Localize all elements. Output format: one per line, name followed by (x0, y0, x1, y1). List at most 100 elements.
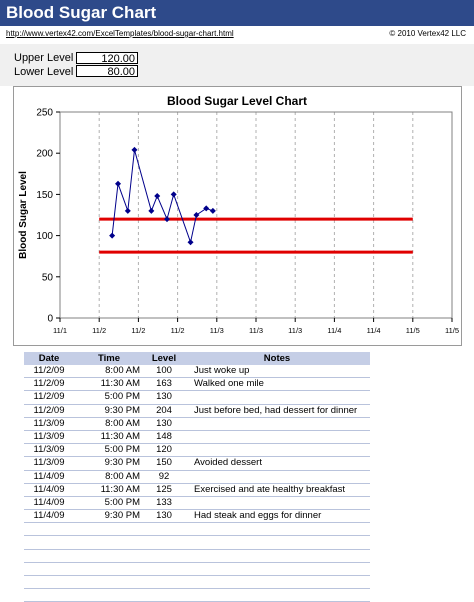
cell-date[interactable]: 11/3/09 (24, 430, 74, 445)
cell-notes[interactable] (184, 549, 370, 563)
cell-time[interactable]: 11:30 AM (74, 430, 144, 445)
table-row: 11/4/09 9:30 PM 130 Had steak and eggs for … (24, 509, 370, 524)
x-tick-label: 11/3 (288, 326, 302, 335)
cell-time[interactable]: 8:00 AM (74, 365, 144, 379)
cell-date[interactable]: 11/2/09 (24, 365, 74, 379)
cell-level[interactable]: 100 (144, 365, 184, 379)
cell-date[interactable] (24, 588, 74, 602)
x-tick-label: 11/3 (249, 326, 263, 335)
cell-notes[interactable] (184, 522, 370, 537)
cell-notes[interactable] (184, 562, 370, 577)
lower-level-label: Lower Level (14, 66, 74, 78)
y-tick-label: 150 (36, 190, 53, 201)
series-line (111, 149, 214, 245)
cell-level[interactable]: 150 (144, 456, 184, 471)
cell-level[interactable]: 204 (144, 404, 184, 418)
cell-level[interactable] (144, 562, 184, 577)
y-axis-label: Blood Sugar Level (18, 171, 29, 259)
cell-time[interactable]: 9:30 PM (74, 509, 144, 524)
cell-level[interactable]: 130 (144, 417, 184, 431)
cell-date[interactable] (24, 522, 74, 537)
cell-notes[interactable] (184, 535, 370, 550)
column-header-level: Level (144, 352, 184, 365)
cell-level[interactable] (144, 575, 184, 590)
cell-time[interactable] (74, 575, 144, 590)
table-row: 11/3/09 5:00 PM 120 (24, 443, 370, 458)
data-point (109, 232, 116, 239)
x-tick-label: 11/2 (92, 326, 106, 335)
cell-level[interactable] (144, 549, 184, 563)
cell-level[interactable]: 163 (144, 377, 184, 392)
cell-notes[interactable]: Had steak and eggs for dinner (184, 509, 370, 524)
x-tick-label: 11/3 (210, 326, 224, 335)
x-tick-label: 11/4 (367, 326, 381, 335)
cell-notes[interactable]: Avoided dessert (184, 456, 370, 471)
cell-notes[interactable] (184, 430, 370, 445)
cell-level[interactable] (144, 588, 184, 602)
cell-time[interactable]: 5:00 PM (74, 443, 144, 458)
cell-date[interactable]: 11/4/09 (24, 483, 74, 497)
cell-time[interactable]: 5:00 PM (74, 390, 144, 405)
upper-level-input[interactable]: 120.00 (76, 52, 138, 65)
levels-panel: Upper Level 120.00 Lower Level 80.00 (0, 44, 474, 86)
cell-notes[interactable] (184, 390, 370, 405)
table-row (24, 588, 370, 602)
cell-notes[interactable] (184, 443, 370, 458)
cell-time[interactable]: 11:30 AM (74, 483, 144, 497)
cell-time[interactable] (74, 588, 144, 602)
cell-time[interactable] (74, 549, 144, 563)
cell-date[interactable]: 11/2/09 (24, 404, 74, 418)
column-header-notes: Notes (184, 352, 370, 365)
table-row: 11/4/09 11:30 AM 125 Exercised and ate heal… (24, 483, 370, 497)
cell-time[interactable]: 9:30 PM (74, 456, 144, 471)
y-tick-label: 50 (42, 272, 54, 283)
cell-notes[interactable] (184, 575, 370, 590)
cell-time[interactable] (74, 562, 144, 577)
cell-date[interactable]: 11/3/09 (24, 443, 74, 458)
cell-notes[interactable]: Exercised and ate healthy breakfast (184, 483, 370, 497)
cell-date[interactable]: 11/4/09 (24, 496, 74, 511)
cell-level[interactable]: 130 (144, 509, 184, 524)
cell-level[interactable] (144, 535, 184, 550)
cell-notes[interactable] (184, 417, 370, 431)
cell-time[interactable]: 8:00 AM (74, 417, 144, 431)
cell-time[interactable]: 11:30 AM (74, 377, 144, 392)
cell-date[interactable]: 11/2/09 (24, 377, 74, 392)
cell-date[interactable]: 11/4/09 (24, 509, 74, 524)
cell-level[interactable]: 148 (144, 430, 184, 445)
cell-time[interactable] (74, 522, 144, 537)
cell-level[interactable]: 125 (144, 483, 184, 497)
cell-date[interactable]: 11/3/09 (24, 456, 74, 471)
cell-time[interactable]: 5:00 PM (74, 496, 144, 511)
cell-date[interactable] (24, 562, 74, 577)
table-row: 11/4/09 8:00 AM 92 (24, 470, 370, 484)
template-link[interactable]: http://www.vertex42.com/ExcelTemplates/b… (6, 29, 234, 38)
cell-level[interactable]: 133 (144, 496, 184, 511)
data-point (148, 207, 155, 214)
cell-notes[interactable]: Just woke up (184, 365, 370, 379)
cell-level[interactable]: 92 (144, 470, 184, 484)
data-point (154, 193, 161, 200)
cell-date[interactable] (24, 549, 74, 563)
cell-notes[interactable]: Walked one mile (184, 377, 370, 392)
table-row (24, 535, 370, 550)
cell-time[interactable]: 8:00 AM (74, 470, 144, 484)
cell-notes[interactable] (184, 496, 370, 511)
cell-level[interactable]: 120 (144, 443, 184, 458)
cell-time[interactable]: 9:30 PM (74, 404, 144, 418)
data-point (164, 216, 171, 223)
cell-date[interactable]: 11/2/09 (24, 390, 74, 405)
cell-notes[interactable]: Just before bed, had dessert for dinner (184, 404, 370, 418)
cell-date[interactable]: 11/4/09 (24, 470, 74, 484)
cell-level[interactable] (144, 522, 184, 537)
cell-time[interactable] (74, 535, 144, 550)
upper-level-label: Upper Level (14, 52, 74, 64)
cell-date[interactable] (24, 535, 74, 550)
lower-level-input[interactable]: 80.00 (76, 65, 138, 78)
cell-date[interactable]: 11/3/09 (24, 417, 74, 431)
cell-notes[interactable] (184, 470, 370, 484)
cell-notes[interactable] (184, 588, 370, 602)
cell-date[interactable] (24, 575, 74, 590)
cell-level[interactable]: 130 (144, 390, 184, 405)
data-point (131, 146, 138, 153)
